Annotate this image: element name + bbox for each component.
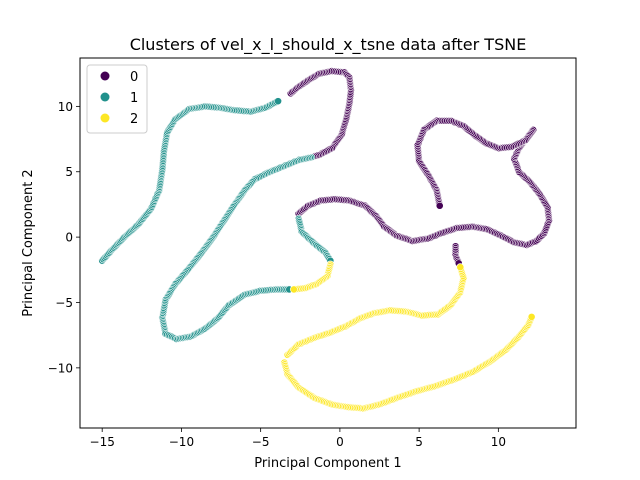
x-tick-label: −10 bbox=[169, 435, 194, 449]
y-tick-label: −5 bbox=[55, 296, 73, 310]
y-axis-label: Principal Component 2 bbox=[21, 169, 36, 316]
legend: 0 1 2 bbox=[86, 64, 148, 134]
data-point-series-0-457 bbox=[435, 201, 444, 210]
y-tick-label: 0 bbox=[65, 231, 73, 245]
axes-layer: −15 −10 −5 0 5 10 −10 −5 0 5 10 bbox=[48, 100, 506, 449]
points-layer bbox=[98, 67, 553, 413]
plot-frame bbox=[79, 57, 577, 429]
x-axis-label: Principal Component 1 bbox=[254, 456, 401, 471]
x-tick-label: −5 bbox=[252, 435, 270, 449]
data-point-series-2-159 bbox=[456, 263, 465, 272]
legend-label-0: 0 bbox=[130, 70, 138, 85]
data-point-series-2-336 bbox=[527, 312, 536, 321]
legend-marker-1 bbox=[100, 92, 110, 102]
x-tick-label: 5 bbox=[415, 435, 423, 449]
chart-title: Clusters of vel_x_l_should_x_tsne data a… bbox=[130, 35, 527, 55]
y-tick-label: −10 bbox=[48, 361, 73, 375]
data-point-series-2-28 bbox=[290, 285, 298, 294]
x-tick-label: −15 bbox=[90, 435, 115, 449]
y-tick-label: 10 bbox=[58, 100, 73, 114]
legend-label-2: 2 bbox=[130, 112, 138, 127]
legend-label-1: 1 bbox=[130, 91, 138, 106]
x-tick-label: 10 bbox=[491, 435, 506, 449]
y-tick-label: 5 bbox=[65, 165, 73, 179]
legend-marker-0 bbox=[100, 71, 110, 81]
data-point-series-1-164 bbox=[274, 97, 282, 106]
legend-marker-2 bbox=[100, 113, 110, 123]
x-tick-label: 0 bbox=[336, 435, 344, 449]
